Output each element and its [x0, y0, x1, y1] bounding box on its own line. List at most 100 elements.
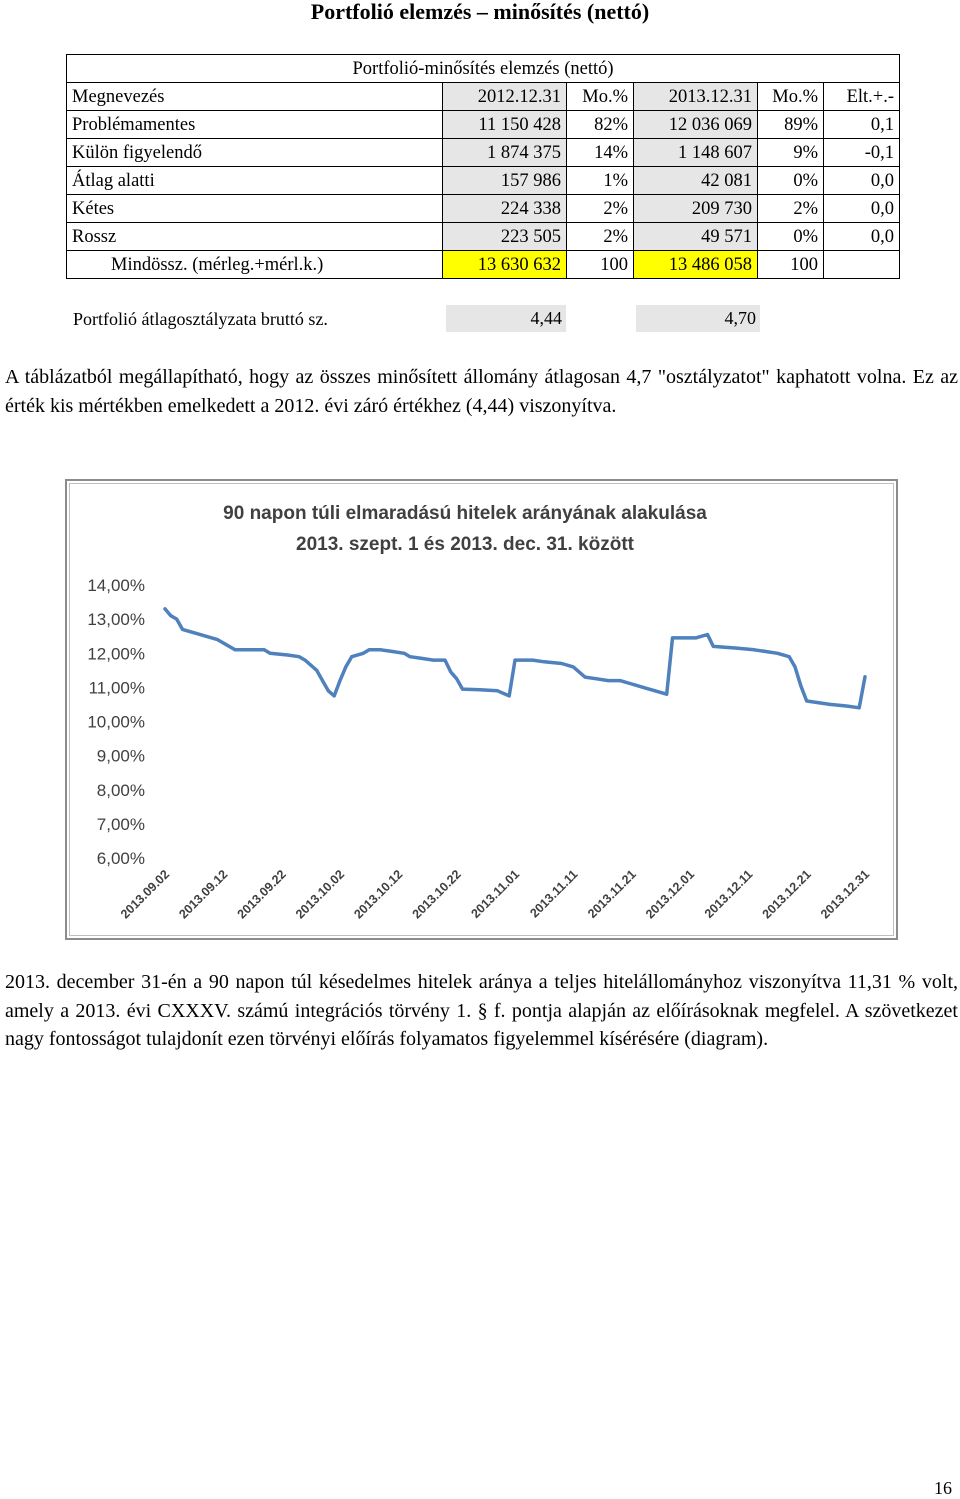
table-cell: -0,1 [822, 138, 901, 167]
table-cell: 13 630 632 [442, 250, 567, 279]
x-tick-label: 2013.12.21 [760, 867, 814, 921]
data-point [799, 684, 803, 688]
data-point [560, 662, 564, 665]
data-point [163, 607, 167, 611]
y-tick-label: 11,00% [89, 678, 145, 697]
table-cell: 42 081 [633, 166, 758, 195]
data-point [420, 656, 424, 660]
x-tick-label: 2013.10.12 [351, 867, 405, 921]
table-row: Problémamentes 11 150 428 82% 12 036 069 89%… [66, 110, 901, 139]
x-tick-label: 2013.11.21 [585, 867, 639, 921]
data-point [805, 699, 809, 703]
table-cell: 1% [566, 166, 634, 195]
data-point [367, 648, 371, 652]
table-cell: 9% [757, 138, 824, 167]
data-point [286, 653, 289, 657]
average-grade-2012: 4,44 [446, 305, 566, 332]
y-tick-label: 8,00% [97, 781, 145, 800]
average-grade-2013: 4,70 [636, 305, 760, 332]
table-cell: 2% [757, 194, 824, 223]
table-cell: 1 874 375 [442, 138, 567, 167]
chart-frame: 90 napon túli elmaradású hitelek arányán… [65, 479, 898, 940]
table-caption: Portfolió-minősítés elemzés (nettó) [65, 54, 901, 83]
data-point [227, 644, 231, 648]
page-title: Portfolió elemzés – minősítés (nettó) [310, 0, 650, 24]
data-point [233, 648, 237, 652]
data-point [461, 687, 464, 691]
data-point [315, 668, 319, 672]
x-tick-label: 2013.11.01 [468, 867, 522, 921]
data-point [507, 694, 511, 698]
average-grade-row: Portfolió átlagosztályzata bruttó sz. 4,… [66, 305, 766, 332]
row-label: Problémamentes [66, 110, 443, 139]
paragraph-overdue-ratio: 2013. december 31-én a 90 napon túl kése… [5, 971, 958, 1050]
data-point [321, 679, 324, 683]
data-point [455, 677, 459, 681]
data-point [776, 651, 779, 655]
x-tick-label: 2013.09.12 [176, 867, 230, 921]
data-point [787, 655, 791, 659]
row-label: Megnevezés [66, 82, 443, 111]
data-point [764, 650, 768, 653]
data-point [513, 658, 517, 662]
data-point [350, 655, 354, 659]
table-cell: 0,0 [822, 222, 901, 251]
data-point [606, 679, 610, 683]
data-point [408, 655, 412, 659]
table-cell: 82% [566, 110, 634, 139]
data-point [443, 658, 447, 662]
data-point [653, 689, 657, 693]
table-cell: 89% [757, 110, 824, 139]
data-point [641, 685, 645, 689]
table-row: Külön figyelendő 1 874 375 14% 1 148 607 9% -… [66, 138, 901, 167]
data-point [181, 627, 184, 631]
table-caption-row: Portfolió-minősítés elemzés (nettó) [65, 54, 901, 83]
table-cell: 0% [757, 166, 824, 195]
data-point [262, 648, 266, 652]
y-tick-label: 13,00% [87, 610, 145, 629]
table-total-row: Mindössz. (mérleg.+mérl.k.) 13 630 632 100… [66, 250, 901, 279]
data-point [478, 688, 482, 692]
x-tick-label: 2013.10.22 [410, 867, 464, 921]
row-label: Átlag alatti [66, 166, 443, 195]
row-label: Kétes [66, 194, 443, 223]
table-cell: 209 730 [633, 194, 758, 223]
data-point [338, 679, 342, 683]
table-cell: 49 571 [633, 222, 758, 251]
data-point [828, 702, 832, 706]
data-point [204, 634, 208, 638]
data-point [735, 646, 739, 650]
data-point [706, 633, 709, 636]
y-tick-label: 9,00% [97, 747, 145, 766]
table-cell: 223 505 [442, 222, 567, 251]
data-point [326, 689, 330, 693]
data-point [175, 617, 179, 621]
x-tick-label: 2013.11.11 [527, 867, 580, 920]
table-cell: 0% [757, 222, 824, 251]
table-header-row: Megnevezés 2012.12.31 Mo.% 2013.12.31 Mo.% El… [66, 82, 901, 111]
table-cell: Mo.% [566, 82, 634, 111]
page-number: 16 [934, 1478, 952, 1498]
table-cell: 1 148 607 [633, 138, 758, 167]
paragraph-average-grade: A táblázatból megállapítható, hogy az ös… [5, 366, 958, 417]
x-tick-label: 2013.10.02 [293, 867, 347, 921]
data-point [694, 636, 698, 640]
average-grade-label: Portfolió átlagosztályzata bruttó sz. [73, 309, 328, 329]
y-tick-label: 6,00% [97, 849, 145, 868]
table-cell: 12 036 069 [633, 110, 758, 139]
data-point [618, 679, 622, 683]
table-row: Rossz 223 505 2% 49 571 0% 0,0 [66, 222, 901, 251]
data-point [169, 614, 173, 618]
data-point [332, 694, 336, 698]
data-point [344, 665, 348, 669]
table-cell: 100 [566, 250, 634, 279]
data-point [630, 682, 634, 686]
y-tick-label: 10,00% [87, 713, 145, 732]
chart-title: 90 napon túli elmaradású hitelek arányán… [223, 503, 707, 524]
table-cell: 0,1 [822, 110, 901, 139]
table-cell: 157 986 [442, 166, 567, 195]
data-point [671, 636, 674, 640]
x-tick-label: 2013.12.01 [643, 867, 697, 921]
data-point [711, 644, 715, 648]
data-point [268, 651, 272, 655]
